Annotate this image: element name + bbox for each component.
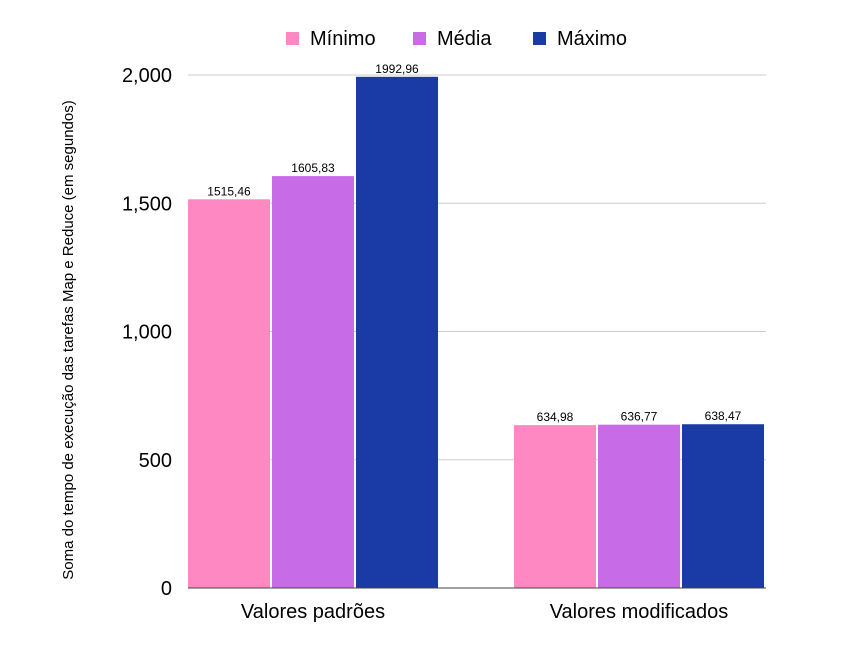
bar-value-label: 638,47 xyxy=(705,409,742,423)
bar-value-label: 1992,96 xyxy=(375,62,419,76)
legend-swatch xyxy=(533,32,546,45)
bars xyxy=(188,76,764,589)
y-tick-label: 500 xyxy=(139,450,172,472)
bar xyxy=(598,424,680,588)
bar xyxy=(682,424,764,588)
data-labels: 1515,46 1605,83 1992,96 634,98 636,77 638,47 xyxy=(207,62,741,424)
x-category-label: Valores padrões xyxy=(241,601,385,623)
axes: 0 500 1,000 1,500 2,000 Valores padrões Valore… xyxy=(122,65,766,623)
bar-value-label: 1515,46 xyxy=(207,184,251,198)
y-axis-title: Soma do tempo de execução das tarefas Ma… xyxy=(60,100,77,579)
bar-value-label: 1605,83 xyxy=(291,161,335,175)
bar xyxy=(356,76,438,589)
legend-swatch xyxy=(286,32,299,45)
bar-value-label: 634,98 xyxy=(537,410,574,424)
y-tick-label: 0 xyxy=(161,578,172,600)
y-tick-label: 1,500 xyxy=(122,193,172,215)
legend-label: Média xyxy=(437,28,492,50)
x-category-label: Valores modificados xyxy=(550,601,729,623)
legend-swatch xyxy=(413,32,426,45)
y-tick-label: 2,000 xyxy=(122,65,172,87)
legend: Mínimo Média Máximo xyxy=(286,28,627,50)
y-tick-label: 1,000 xyxy=(122,322,172,344)
legend-label: Máximo xyxy=(557,28,627,50)
bar-value-label: 636,77 xyxy=(621,410,658,424)
bar xyxy=(188,199,270,588)
bar xyxy=(272,176,354,588)
bar xyxy=(514,425,596,588)
legend-label: Mínimo xyxy=(310,28,376,50)
